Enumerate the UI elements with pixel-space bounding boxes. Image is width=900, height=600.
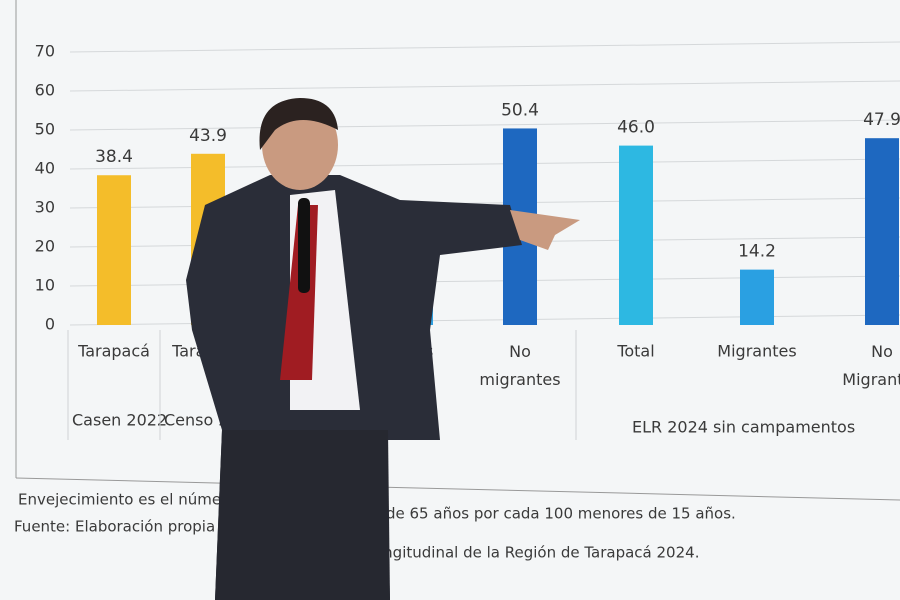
y-tick-label: 10 xyxy=(35,276,55,295)
y-tick-label: 40 xyxy=(35,159,55,178)
note: Fuente: Elaboración propia co xyxy=(14,518,237,536)
group-label: ELR 2024 sin campamentos xyxy=(632,418,855,437)
frame xyxy=(15,477,900,501)
value-label: 50.4 xyxy=(501,100,539,120)
group-label: Casen 2022 xyxy=(72,411,167,430)
grid-line xyxy=(69,80,900,92)
x-tick-label: No migrantes xyxy=(479,342,560,389)
note: ongitudinal de la Región de Tarapacá 202… xyxy=(374,544,699,562)
group-label: Censo 2 xyxy=(164,411,229,430)
y-tick-label: 70 xyxy=(35,42,55,61)
value-label: 14.2 xyxy=(738,242,776,262)
y-tick-label: 20 xyxy=(35,237,55,256)
bar xyxy=(865,138,899,325)
y-tick-label: 30 xyxy=(35,198,55,217)
x-tick-label: Tarapacá xyxy=(77,342,150,361)
x-tick-label: Total xyxy=(616,342,654,361)
value-label: 46.0 xyxy=(617,118,655,138)
bar xyxy=(97,175,131,325)
y-tick-label: 50 xyxy=(35,120,55,139)
presenter xyxy=(186,98,580,600)
note: de 65 años por cada 100 menores de 15 añ… xyxy=(386,505,736,523)
grid-line xyxy=(69,119,900,131)
x-tick-label: Migrantes xyxy=(717,342,796,361)
value-label: 38.4 xyxy=(95,147,133,167)
grid-line xyxy=(69,41,900,53)
value-label: 47.9 xyxy=(863,110,900,130)
bar xyxy=(619,145,653,325)
note: Envejecimiento es el número d xyxy=(18,491,250,509)
x-tick-label: NoMigrantes xyxy=(842,342,900,389)
bar xyxy=(740,269,774,325)
value-label: 43.9 xyxy=(189,126,227,146)
y-tick-label: 60 xyxy=(35,81,55,100)
y-tick-label: 0 xyxy=(45,315,55,334)
